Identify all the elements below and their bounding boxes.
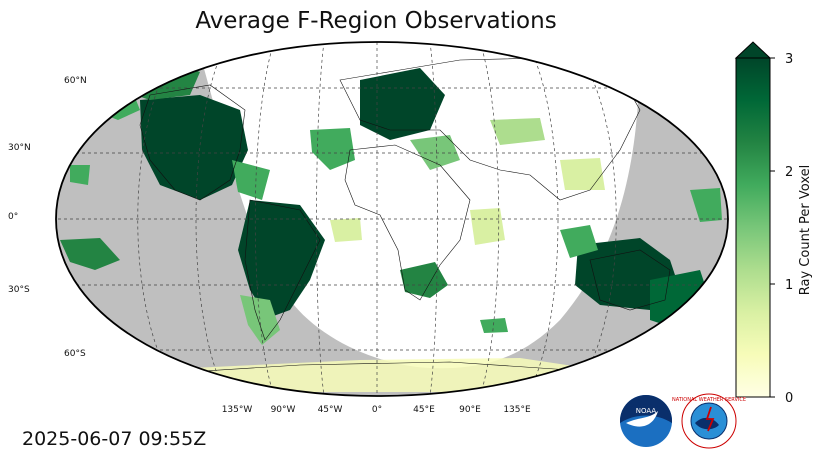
lon-label: 0° [372,405,382,415]
colorbar-tick-label: 0 [785,391,793,406]
nws-logo-text: NATIONAL WEATHER SERVICE [672,397,746,403]
noaa-logo-text: NOAA [636,407,657,415]
coastlines [139,57,671,376]
lon-label: 45°W [318,405,343,415]
colorbar-extend-arrow [734,41,772,59]
colorbar-tick-label: 1 [785,278,793,293]
lat-label: 60°S [64,349,86,359]
lon-label: 90°E [459,405,481,415]
colorbar-tick-label: 3 [785,52,793,67]
map-globe [56,42,728,396]
lon-label: 135°E [503,405,531,415]
latitude-labels: 60°N 30°N 0° 30°S 60°S [8,76,87,359]
lon-label: 135°W [222,405,253,415]
page-title: Average F-Region Observations [195,8,557,34]
lat-label: 30°S [8,285,30,295]
lon-label: 90°W [271,405,296,415]
nws-logo: NATIONAL WEATHER SERVICE [672,393,746,449]
colorbar-gradient [735,57,771,398]
longitude-labels: 135°W 90°W 45°W 0° 45°E 90°E 135°E [222,405,531,415]
noaa-logo: NOAA [620,395,672,447]
colorbar-title: Ray Count Per Voxel [798,165,813,295]
lat-label: 0° [8,212,18,222]
lat-label: 30°N [8,143,31,153]
lon-label: 45°E [413,405,435,415]
lat-label: 60°N [64,76,87,86]
timestamp: 2025-06-07 09:55Z [22,428,207,450]
colorbar-tick-label: 2 [785,165,793,180]
globe-outline [55,41,729,397]
colorbar: 0 1 2 3 Ray Count Per Voxel [734,41,813,406]
